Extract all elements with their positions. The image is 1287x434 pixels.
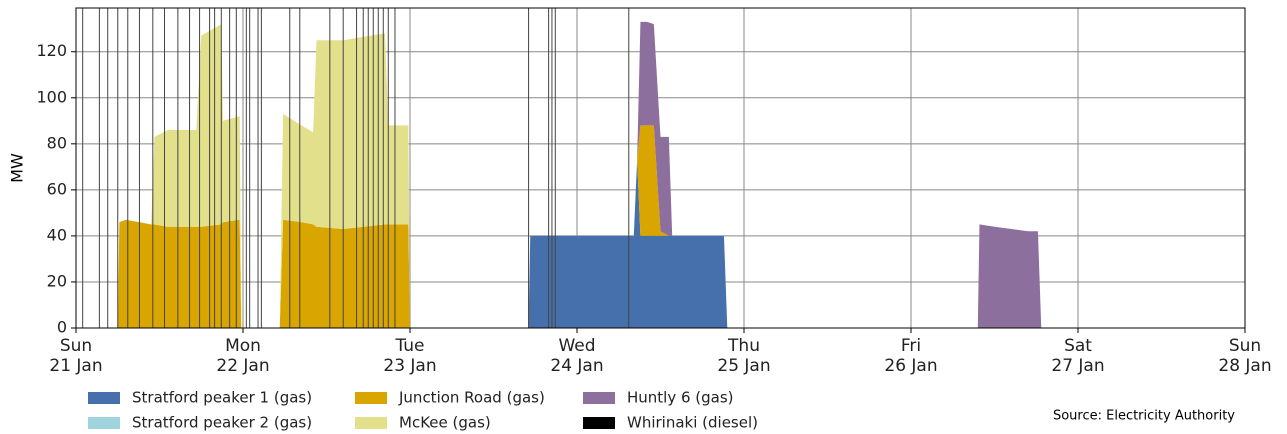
- y-tick-label: 0: [57, 318, 67, 337]
- x-tick-label: Sun 28 Jan: [1218, 336, 1272, 376]
- legend-label: McKee (gas): [399, 414, 491, 432]
- legend-label: Whirinaki (diesel): [627, 414, 758, 432]
- x-tick-label: Sat 27 Jan: [1051, 336, 1105, 376]
- legend-swatch: [355, 417, 387, 429]
- legend-label: Stratford peaker 2 (gas): [132, 414, 312, 432]
- x-tick-label: Mon 22 Jan: [216, 336, 270, 376]
- legend-swatch: [583, 392, 615, 404]
- area: [76, 21, 1245, 328]
- area: [76, 159, 1245, 328]
- y-tick-label: 60: [47, 179, 67, 198]
- legend-label: Stratford peaker 1 (gas): [132, 389, 312, 407]
- plot-frame: [75, 7, 1246, 329]
- x-tick-label: Thu 25 Jan: [717, 336, 771, 376]
- legend-swatch: [355, 392, 387, 404]
- x-tick-label: Wed 24 Jan: [550, 336, 604, 376]
- x-tick-label: Sun 21 Jan: [49, 336, 103, 376]
- x-tick-label: Tue 23 Jan: [383, 336, 437, 376]
- y-tick-label: 120: [36, 41, 67, 60]
- legend-swatch: [583, 417, 615, 429]
- legend-label: Junction Road (gas): [398, 389, 545, 407]
- source: Source: Electricity Authority: [1053, 409, 1235, 424]
- y-tick-label: 100: [36, 87, 67, 106]
- x-tick-label: Fri 26 Jan: [884, 336, 938, 376]
- legend-swatch: [88, 417, 120, 429]
- y-tick-label: 80: [47, 133, 67, 152]
- legend-label: Huntly 6 (gas): [627, 389, 734, 407]
- y-tick-label: 40: [47, 225, 67, 244]
- legend-swatch: [88, 392, 120, 404]
- y-tick-label: 20: [47, 271, 67, 290]
- y-axis-label: MW: [8, 153, 27, 183]
